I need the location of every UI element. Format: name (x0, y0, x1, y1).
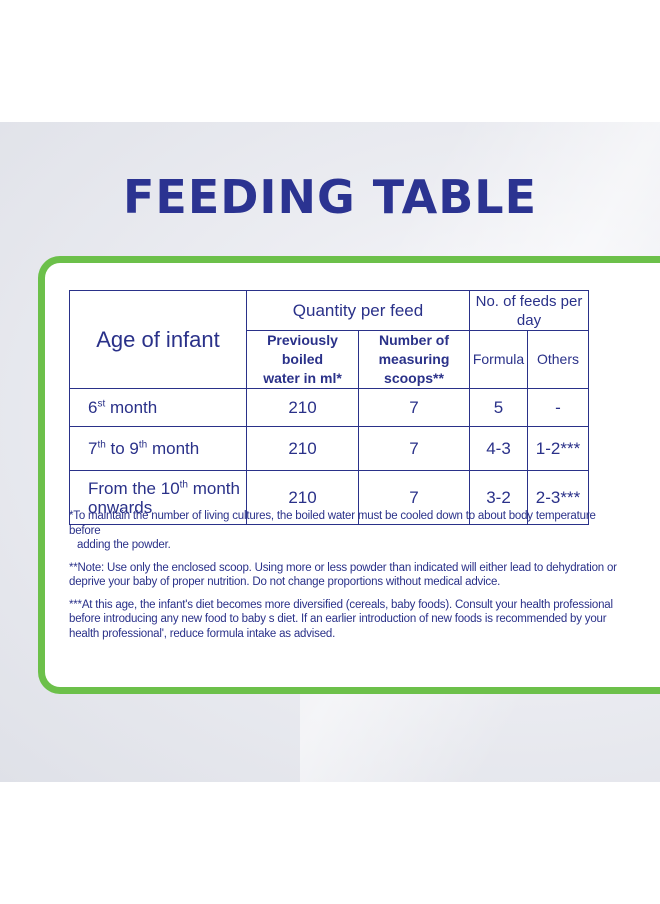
water-cell: 210 (246, 426, 359, 471)
footnote-3-line2: before introducing any new food to baby … (69, 613, 607, 625)
age-suffix-2: th (138, 439, 148, 451)
header-row-2: Previously boiled water in ml* Number of… (70, 330, 589, 389)
table-row: 7th to 9th month 210 7 4-3 1-2*** (69, 426, 589, 471)
footnote-2: **Note: Use only the enclosed scoop. Usi… (69, 561, 629, 590)
background-panel: FEEDING TABLE Age of infant Quantity per… (0, 122, 660, 782)
age-cell: From the 10th month onwards (69, 470, 247, 525)
formula-cell: 3-2 (469, 470, 528, 525)
footnote-1: *To maintain the number of living cultur… (69, 509, 629, 553)
scoops-header-line2: measuring scoops** (378, 351, 450, 386)
age-suffix: st (97, 398, 106, 410)
feeding-card: Age of infant Quantity per feed No. of f… (38, 256, 660, 694)
formula-cell: 4-3 (469, 426, 528, 471)
scoops-cell: 7 (358, 426, 470, 471)
water-header: Previously boiled water in ml* (246, 330, 359, 389)
formula-cell: 5 (469, 388, 528, 427)
water-header-line1: Previously boiled (267, 332, 338, 367)
age-mid: to 9 (105, 439, 139, 458)
footnote-2-line1: **Note: Use only the enclosed scoop. Usi… (69, 561, 617, 574)
age-rest: month (188, 478, 240, 498)
page-title: FEEDING TABLE (122, 170, 538, 224)
footnote-3: ***At this age, the infant's diet become… (69, 598, 629, 642)
age-prefix: From the 10 (88, 478, 180, 498)
feeds-header: No. of feeds per day (469, 290, 589, 331)
table-row: From the 10th month onwards 210 7 3-2 2-3… (69, 470, 589, 525)
formula-header: Formula (469, 330, 528, 389)
footnote-2-line2: deprive your baby of proper nutrition. D… (69, 576, 501, 588)
footnote-3-line3: health professional', reduce formula int… (69, 627, 336, 640)
table-row: 6st month 210 7 5 - (69, 388, 589, 427)
age-rest: month (147, 439, 200, 458)
others-cell: - (527, 388, 589, 427)
scoops-header-line1: Number of (379, 332, 449, 348)
feeding-table: Age of infant Quantity per feed No. of f… (69, 290, 589, 525)
others-cell: 2-3*** (527, 470, 589, 525)
age-number: 7 (88, 439, 98, 458)
scoops-cell: 7 (358, 470, 470, 525)
header-row-1: Age of infant Quantity per feed No. of f… (69, 290, 589, 389)
age-cell: 6st month (69, 388, 247, 427)
scoops-header: Number of measuring scoops** (358, 330, 470, 389)
footnotes: *To maintain the number of living cultur… (69, 509, 629, 649)
water-header-line2: water in ml* (263, 370, 342, 386)
age-rest: month (105, 398, 158, 417)
age-suffix: th (97, 439, 106, 451)
scoops-cell: 7 (358, 388, 470, 427)
age-suffix: th (179, 478, 188, 490)
age-header: Age of infant (69, 290, 247, 389)
footnote-3-line1: ***At this age, the infant's diet become… (69, 598, 613, 611)
footnote-1-line1: *To maintain the number of living cultur… (69, 510, 596, 537)
others-header: Others (527, 330, 589, 389)
age-cell: 7th to 9th month (69, 426, 247, 471)
age-line2: onwards (88, 497, 153, 517)
age-number: 6 (88, 398, 98, 417)
others-cell: 1-2*** (527, 426, 589, 471)
quantity-header: Quantity per feed (246, 290, 470, 331)
footnote-1-line2: adding the powder. (77, 539, 171, 551)
water-cell: 210 (246, 388, 359, 427)
